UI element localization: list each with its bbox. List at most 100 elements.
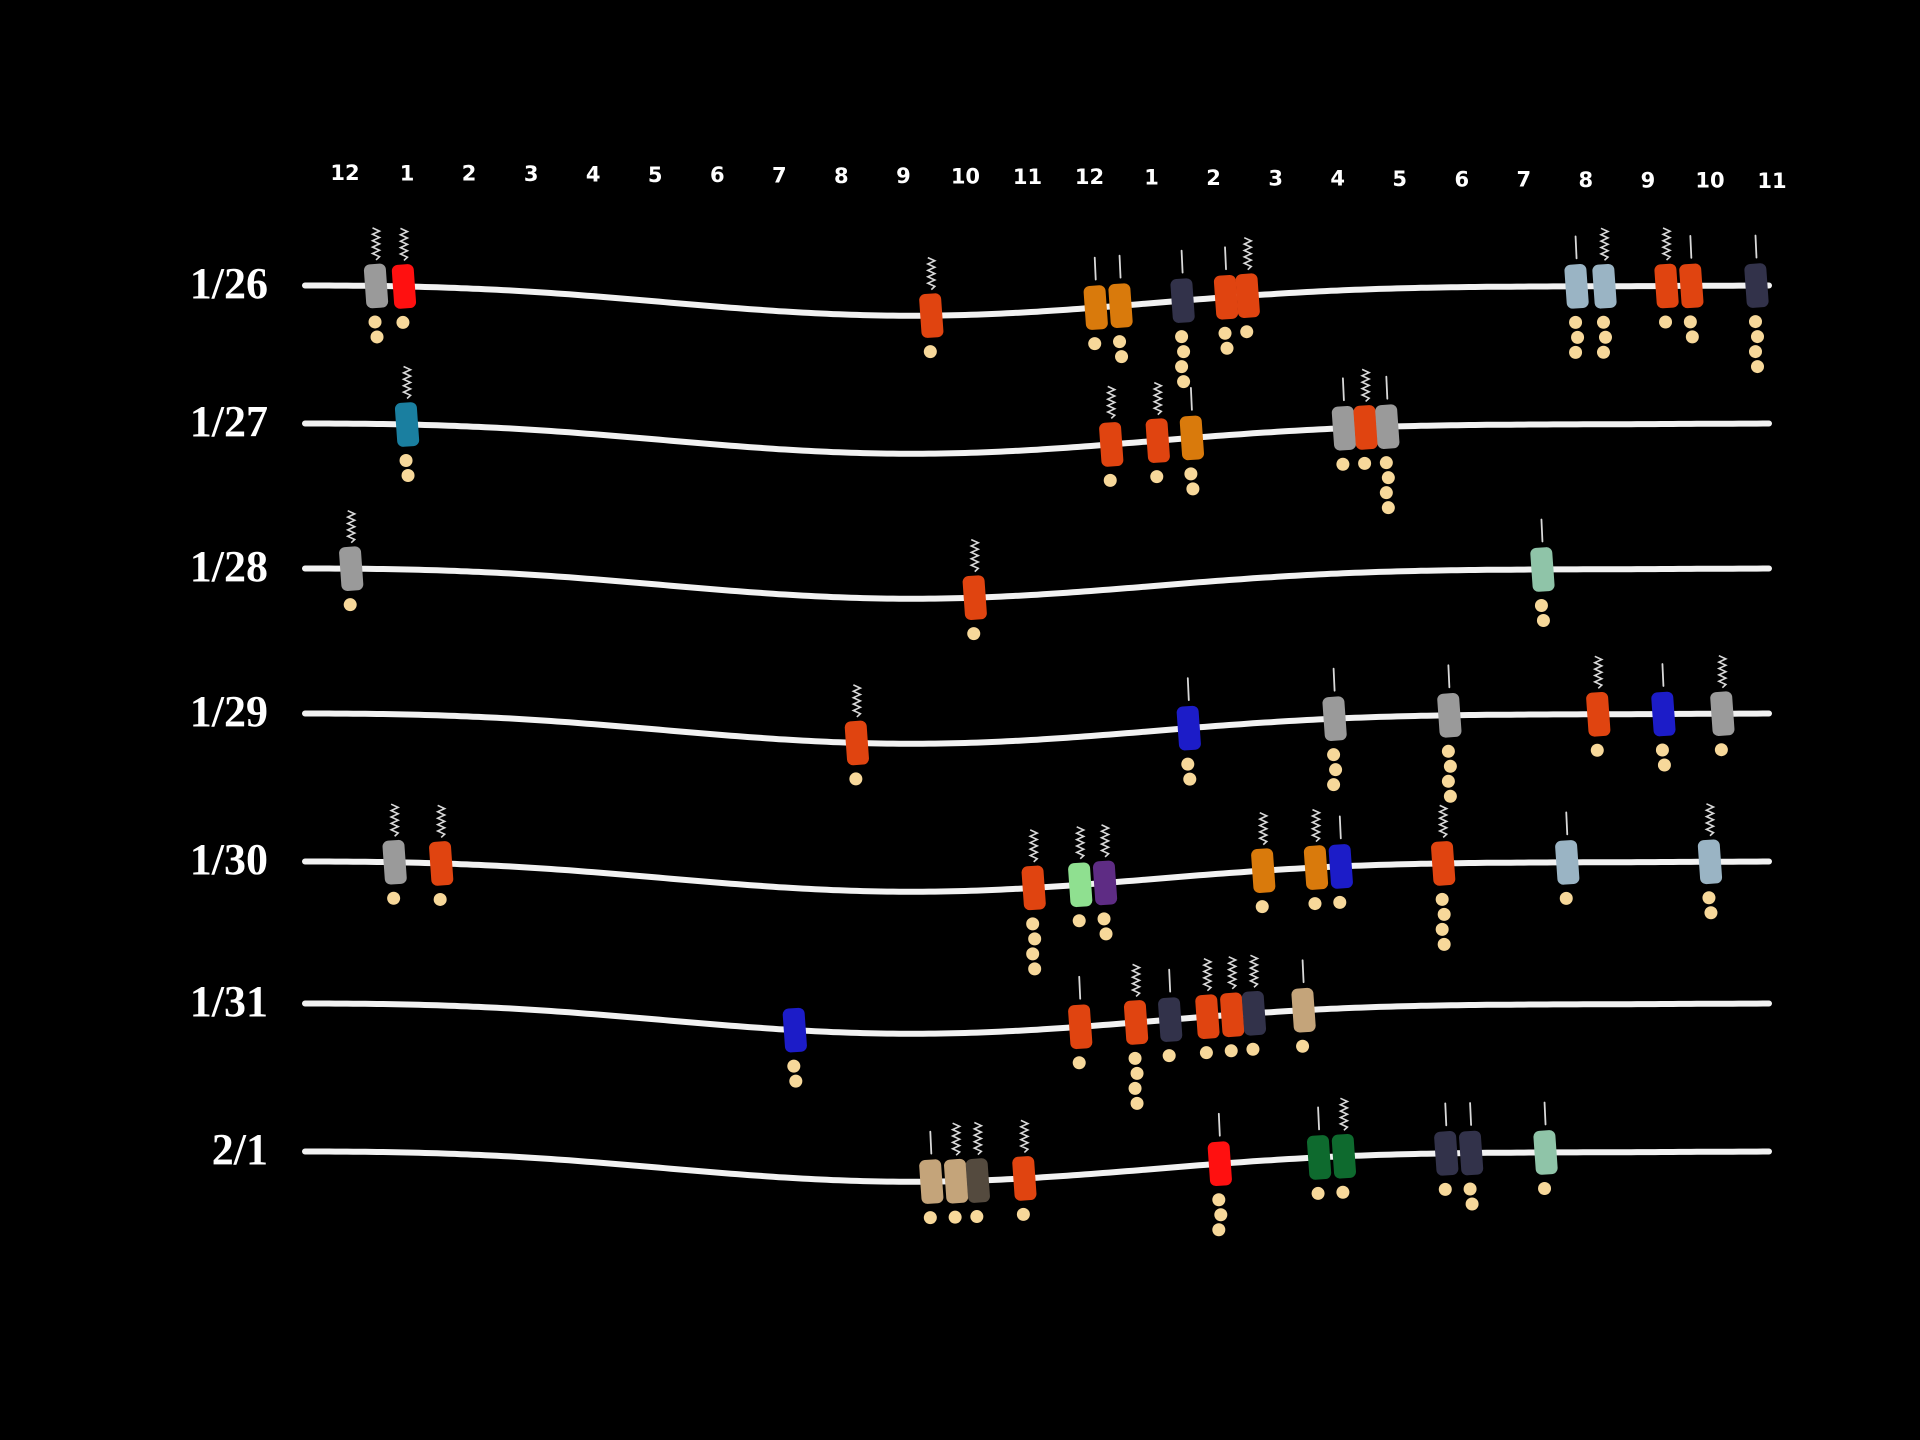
event-bar — [962, 575, 987, 620]
event-marker — [1068, 826, 1093, 928]
hour-label: 7 — [772, 163, 787, 187]
dot-marker — [396, 315, 410, 329]
squiggle-icon — [1018, 1119, 1030, 1153]
event-marker — [1179, 386, 1204, 496]
tick-icon — [1543, 1101, 1547, 1126]
squiggle-icon — [401, 365, 413, 400]
dot-marker — [967, 627, 981, 641]
dot-marker — [1088, 337, 1102, 351]
squiggle-icon — [1704, 803, 1716, 837]
squiggle-icon — [1360, 368, 1372, 402]
dot-marker — [1186, 482, 1200, 496]
hour-label: 6 — [1454, 167, 1469, 191]
tick-icon — [1217, 1112, 1221, 1137]
dot-marker — [1596, 345, 1610, 359]
squiggle-icon — [925, 256, 937, 291]
dot-marker — [343, 598, 357, 612]
hour-label: 3 — [1268, 166, 1283, 190]
tick-icon — [1301, 959, 1305, 984]
dot-marker — [1437, 937, 1451, 951]
event-marker — [1012, 1119, 1037, 1221]
event-bar — [1176, 705, 1201, 751]
event-marker — [1654, 227, 1679, 329]
event-bar — [1533, 1130, 1558, 1175]
event-marker — [1434, 1102, 1459, 1196]
event-marker — [1375, 375, 1400, 515]
dot-marker — [1072, 1056, 1086, 1070]
event-bar — [391, 264, 417, 309]
dot-marker — [1099, 927, 1113, 941]
event-bar — [919, 293, 944, 338]
dot-marker — [1750, 330, 1764, 344]
date-label: 1/31 — [190, 977, 268, 1026]
event-marker — [1170, 249, 1195, 389]
hour-label: 5 — [1392, 167, 1407, 191]
event-bar — [1322, 696, 1347, 741]
event-bar — [1555, 840, 1580, 885]
event-bar — [1068, 1004, 1093, 1050]
hour-label: 9 — [896, 164, 911, 188]
event-bar — [1331, 405, 1357, 451]
event-bar — [363, 263, 389, 309]
event-bar — [1108, 283, 1133, 328]
event-marker — [1145, 381, 1170, 484]
day-row: 1/27 — [190, 365, 1772, 515]
event-bar — [1437, 692, 1462, 738]
event-marker — [1303, 808, 1329, 911]
dot-marker — [1130, 1066, 1144, 1080]
event-bar — [1431, 841, 1456, 886]
tick-icon — [1661, 663, 1665, 687]
dot-marker — [1177, 375, 1191, 389]
squiggle-icon — [1437, 804, 1449, 838]
squiggle-icon — [345, 509, 357, 544]
dot-marker — [1538, 1181, 1552, 1195]
tick-icon — [1469, 1102, 1472, 1126]
hour-label: 1 — [400, 161, 415, 185]
hour-label: 12 — [1075, 165, 1104, 189]
event-bar — [1179, 415, 1204, 461]
hour-label: 6 — [710, 163, 725, 187]
tick-icon — [1180, 249, 1184, 274]
event-marker — [339, 509, 364, 612]
dot-marker — [1358, 456, 1372, 470]
date-label: 1/26 — [190, 259, 268, 308]
event-marker — [1306, 1106, 1332, 1200]
dot-marker — [1441, 774, 1455, 788]
squiggle-icon — [1105, 385, 1117, 419]
dot-marker — [789, 1074, 803, 1088]
dot-marker — [401, 469, 415, 483]
squiggle-icon — [1201, 957, 1213, 992]
dot-marker — [1569, 315, 1583, 329]
dot-marker — [1379, 456, 1393, 470]
event-bar — [1235, 273, 1260, 319]
event-bar — [965, 1158, 990, 1203]
hour-label: 11 — [1013, 165, 1042, 189]
event-marker — [1458, 1102, 1484, 1211]
event-bar — [944, 1158, 969, 1204]
dot-marker — [787, 1059, 801, 1073]
event-bar — [1654, 263, 1679, 309]
dot-marker — [1569, 345, 1583, 359]
tick-icon — [1540, 518, 1544, 543]
dot-marker — [1596, 315, 1610, 329]
hour-label: 10 — [951, 165, 980, 189]
dot-marker — [1240, 325, 1254, 339]
event-marker — [382, 803, 407, 905]
event-marker — [1068, 975, 1093, 1070]
event-marker — [1108, 254, 1133, 364]
dot-marker — [399, 454, 413, 468]
squiggle-icon — [1257, 811, 1269, 846]
dot-marker — [1103, 473, 1117, 487]
dot-marker — [1308, 897, 1322, 911]
event-marker — [844, 684, 869, 786]
event-marker — [782, 1007, 807, 1088]
dot-marker — [1536, 613, 1550, 627]
event-marker — [1353, 368, 1378, 470]
date-label: 1/30 — [190, 835, 268, 884]
dot-marker — [433, 892, 447, 906]
squiggle-icon — [398, 227, 410, 262]
event-marker — [394, 365, 420, 483]
squiggle-icon — [1074, 826, 1086, 860]
squiggle-icon — [1338, 1097, 1350, 1131]
dot-marker — [1255, 900, 1269, 914]
